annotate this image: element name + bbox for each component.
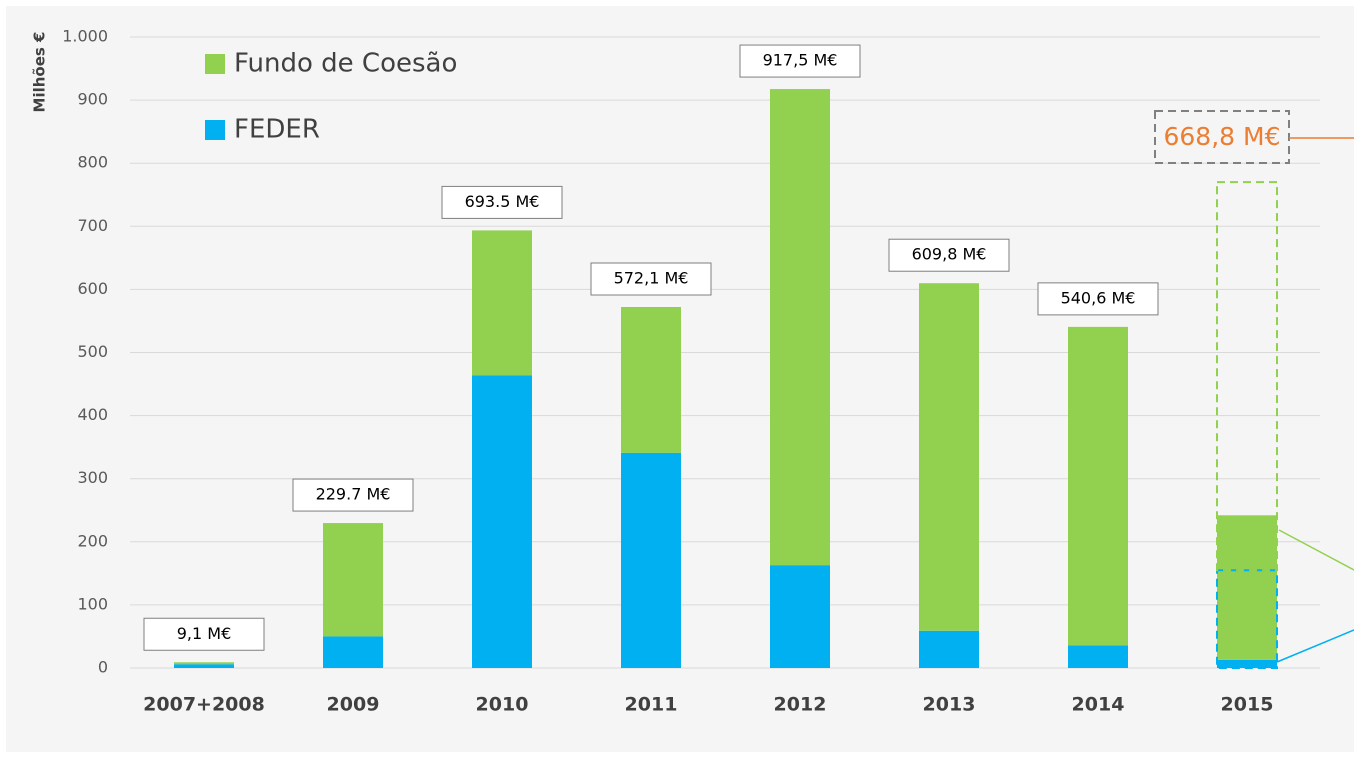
y-tick-label: 600 — [77, 279, 108, 298]
bar-segment — [1217, 659, 1277, 668]
leader-line — [1278, 529, 1354, 571]
bar-segment — [1068, 326, 1128, 646]
total-label: 9,1 M€ — [177, 624, 232, 643]
legend-label: Fundo de Coesão — [234, 49, 457, 79]
total-label-box — [292, 478, 414, 512]
bar-segment — [621, 307, 681, 453]
total-label-box — [888, 238, 1010, 272]
y-tick-label: 800 — [77, 153, 108, 172]
total-label-box — [739, 44, 861, 78]
legend-swatch — [205, 120, 225, 140]
projection-box — [1216, 181, 1278, 572]
legend-label: FEDER — [234, 115, 320, 145]
bar-segment — [323, 636, 383, 668]
leader-line — [1276, 629, 1354, 663]
x-tick-label: 2012 — [774, 694, 827, 716]
bar-segment — [1068, 645, 1128, 668]
y-tick-label: 200 — [77, 531, 108, 550]
total-label: 693.5 M€ — [465, 192, 540, 211]
y-tick-label: 300 — [77, 468, 108, 487]
total-label: 917,5 M€ — [763, 51, 838, 70]
x-tick-label: 2015 — [1221, 694, 1274, 716]
x-tick-label: 2011 — [625, 694, 678, 716]
total-label: 609,8 M€ — [912, 245, 987, 264]
y-tick-label: 0 — [98, 658, 108, 677]
total-label: 668,8 M€ — [1164, 122, 1281, 151]
total-label-box — [143, 617, 265, 651]
bar-segment — [472, 230, 532, 376]
projection-box — [1216, 569, 1278, 670]
bar-segment — [323, 523, 383, 637]
y-tick-label: 1.000 — [62, 27, 108, 46]
legend-swatch — [205, 54, 225, 74]
total-label: 540,6 M€ — [1061, 288, 1136, 307]
total-label: 572,1 M€ — [614, 269, 689, 288]
y-tick-label: 700 — [77, 216, 108, 235]
x-tick-label: 2007+2008 — [143, 694, 265, 716]
total-label-box — [590, 262, 712, 296]
bar-segment — [919, 283, 979, 631]
y-tick-label: 400 — [77, 405, 108, 424]
bar-segment — [621, 452, 681, 668]
bar-segment — [174, 662, 234, 665]
x-tick-label: 2010 — [476, 694, 529, 716]
y-tick-label: 900 — [77, 90, 108, 109]
x-tick-label: 2014 — [1072, 694, 1125, 716]
total-label-box — [441, 185, 563, 219]
y-tick-label: 500 — [77, 342, 108, 361]
bar-segment — [770, 565, 830, 668]
x-tick-label: 2009 — [327, 694, 380, 716]
bar-segment — [472, 375, 532, 668]
y-axis-label: Milhões € — [31, 32, 49, 113]
bar-segment — [174, 664, 234, 668]
bar-segment — [770, 89, 830, 566]
bar-segment — [919, 630, 979, 668]
y-tick-label: 100 — [77, 594, 108, 613]
total-label: 229.7 M€ — [316, 485, 391, 504]
x-tick-label: 2013 — [923, 694, 976, 716]
total-label-box — [1037, 282, 1159, 316]
total-label-box — [1154, 110, 1290, 164]
bar-segment — [1217, 515, 1277, 660]
